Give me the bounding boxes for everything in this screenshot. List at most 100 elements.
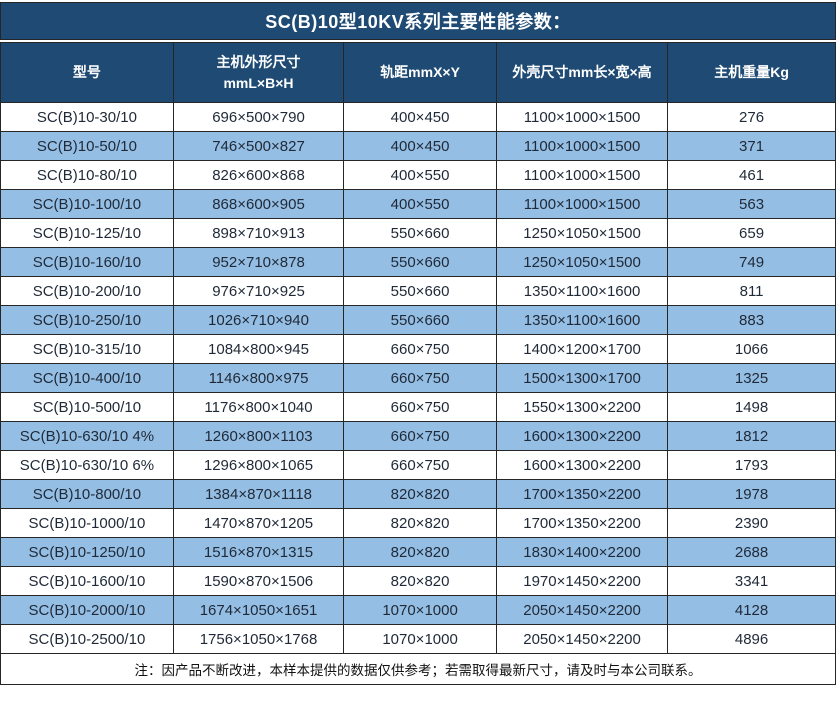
table-cell: 820×820 <box>343 566 497 596</box>
table-cell: 400×450 <box>343 131 497 161</box>
table-cell: 371 <box>667 131 836 161</box>
table-row: SC(B)10-2000/10 1674×1050×1651 1070×1000 20… <box>0 595 836 625</box>
table-cell: 4128 <box>667 595 836 625</box>
table-cell: 550×660 <box>343 276 497 306</box>
table-cell: SC(B)10-30/10 <box>0 102 174 132</box>
table-cell: 660×750 <box>343 392 497 422</box>
table-cell: 400×450 <box>343 102 497 132</box>
table-cell: 1070×1000 <box>343 595 497 625</box>
table-cell: 1100×1000×1500 <box>495 131 669 161</box>
table-row: SC(B)10-630/10 4% 1260×800×1103 660×750 160… <box>0 421 836 451</box>
table-header: 型号 主机外形尺寸 mmL×B×H 轨距mmX×Y 外壳尺寸mm长×宽×高 主机… <box>0 42 836 103</box>
table-cell: 1260×800×1103 <box>172 421 345 451</box>
table-cell: SC(B)10-400/10 <box>0 363 174 393</box>
table-cell: 1700×1350×2200 <box>495 508 669 538</box>
table-cell: 550×660 <box>343 305 497 335</box>
table-cell: 563 <box>667 189 836 219</box>
table-cell: 820×820 <box>343 508 497 538</box>
table-cell: 660×750 <box>343 450 497 480</box>
table-cell: SC(B)10-2000/10 <box>0 595 174 625</box>
table-cell: 1498 <box>667 392 836 422</box>
table-cell: 1084×800×945 <box>172 334 345 364</box>
column-header-weight-label: 主机重量Kg <box>714 64 789 80</box>
table-row: SC(B)10-30/10 696×500×790 400×450 1100×1000… <box>0 102 836 132</box>
table-row: SC(B)10-2500/10 1756×1050×1768 1070×1000 20… <box>0 624 836 654</box>
table-cell: 400×550 <box>343 189 497 219</box>
page-title: SC(B)10型10KV系列主要性能参数： <box>0 2 836 40</box>
table-cell: 1146×800×975 <box>172 363 345 393</box>
table-cell: 820×820 <box>343 537 497 567</box>
table-cell: SC(B)10-250/10 <box>0 305 174 335</box>
table-footer: 注：因产品不断改进，本样本提供的数据仅供参考；若需取得最新尺寸，请及时与本公司联… <box>0 653 836 685</box>
table-cell: 660×750 <box>343 334 497 364</box>
table-row: SC(B)10-1600/10 1590×870×1506 820×820 1970×… <box>0 566 836 596</box>
table-cell: 696×500×790 <box>172 102 345 132</box>
table-cell: 1100×1000×1500 <box>495 189 669 219</box>
table-cell: 1500×1300×1700 <box>495 363 669 393</box>
table-cell: 1970×1450×2200 <box>495 566 669 596</box>
table-cell: 976×710×925 <box>172 276 345 306</box>
table-cell: 660×750 <box>343 421 497 451</box>
table-cell: 811 <box>667 276 836 306</box>
header-row: 型号 主机外形尺寸 mmL×B×H 轨距mmX×Y 外壳尺寸mm长×宽×高 主机… <box>0 42 836 103</box>
table-cell: 550×660 <box>343 247 497 277</box>
table-cell: SC(B)10-50/10 <box>0 131 174 161</box>
table-cell: 1550×1300×2200 <box>495 392 669 422</box>
table-cell: 659 <box>667 218 836 248</box>
table-cell: 883 <box>667 305 836 335</box>
table-cell: 1296×800×1065 <box>172 450 345 480</box>
table-cell: 1830×1400×2200 <box>495 537 669 567</box>
table-cell: SC(B)10-1600/10 <box>0 566 174 596</box>
table-cell: 1026×710×940 <box>172 305 345 335</box>
table-cell: 2050×1450×2200 <box>495 624 669 654</box>
table-cell: 1070×1000 <box>343 624 497 654</box>
table-row: SC(B)10-1000/10 1470×870×1205 820×820 1700×… <box>0 508 836 538</box>
table-cell: 1700×1350×2200 <box>495 479 669 509</box>
table-cell: 1756×1050×1768 <box>172 624 345 654</box>
table-cell: 1100×1000×1500 <box>495 160 669 190</box>
table-cell: 1350×1100×1600 <box>495 305 669 335</box>
table-cell: SC(B)10-100/10 <box>0 189 174 219</box>
column-header-dimensions: 主机外形尺寸 mmL×B×H <box>172 42 345 103</box>
table-cell: SC(B)10-125/10 <box>0 218 174 248</box>
table-cell: 1350×1100×1600 <box>495 276 669 306</box>
note-row: 注：因产品不断改进，本样本提供的数据仅供参考；若需取得最新尺寸，请及时与本公司联… <box>0 653 836 685</box>
table-cell: 3341 <box>667 566 836 596</box>
table-cell: 1812 <box>667 421 836 451</box>
table-row: SC(B)10-630/10 6% 1296×800×1065 660×750 160… <box>0 450 836 480</box>
table-row: SC(B)10-315/10 1084×800×945 660×750 1400×12… <box>0 334 836 364</box>
column-header-shell-label: 外壳尺寸mm长×宽×高 <box>512 64 652 80</box>
table-cell: 276 <box>667 102 836 132</box>
table-cell: 400×550 <box>343 160 497 190</box>
column-header-weight: 主机重量Kg <box>667 42 836 103</box>
table-cell: 660×750 <box>343 363 497 393</box>
table-row: SC(B)10-125/10 898×710×913 550×660 1250×105… <box>0 218 836 248</box>
table-cell: 1600×1300×2200 <box>495 421 669 451</box>
table-cell: 898×710×913 <box>172 218 345 248</box>
table-cell: 868×600×905 <box>172 189 345 219</box>
table-cell: 826×600×868 <box>172 160 345 190</box>
table-cell: 1100×1000×1500 <box>495 102 669 132</box>
spec-table-body: SC(B)10-30/10 696×500×790 400×450 1100×1000… <box>0 102 836 654</box>
table-cell: 1674×1050×1651 <box>172 595 345 625</box>
table-cell: 1176×800×1040 <box>172 392 345 422</box>
table-row: SC(B)10-100/10 868×600×905 400×550 1100×100… <box>0 189 836 219</box>
column-header-dimensions-line2: mmL×B×H <box>223 74 294 91</box>
table-cell: SC(B)10-630/10 6% <box>0 450 174 480</box>
table-cell: 2688 <box>667 537 836 567</box>
table-cell: 1516×870×1315 <box>172 537 345 567</box>
spec-table: 型号 主机外形尺寸 mmL×B×H 轨距mmX×Y 外壳尺寸mm长×宽×高 主机… <box>0 42 836 685</box>
column-header-shell: 外壳尺寸mm长×宽×高 <box>495 42 669 103</box>
table-cell: 2050×1450×2200 <box>495 595 669 625</box>
table-row: SC(B)10-500/10 1176×800×1040 660×750 1550×1… <box>0 392 836 422</box>
table-row: SC(B)10-50/10 746×500×827 400×450 1100×1000… <box>0 131 836 161</box>
table-cell: SC(B)10-160/10 <box>0 247 174 277</box>
table-cell: 461 <box>667 160 836 190</box>
table-cell: 1600×1300×2200 <box>495 450 669 480</box>
column-header-gauge: 轨距mmX×Y <box>343 42 497 103</box>
table-cell: 1384×870×1118 <box>172 479 345 509</box>
table-cell: 1470×870×1205 <box>172 508 345 538</box>
table-row: SC(B)10-400/10 1146×800×975 660×750 1500×13… <box>0 363 836 393</box>
table-cell: SC(B)10-80/10 <box>0 160 174 190</box>
